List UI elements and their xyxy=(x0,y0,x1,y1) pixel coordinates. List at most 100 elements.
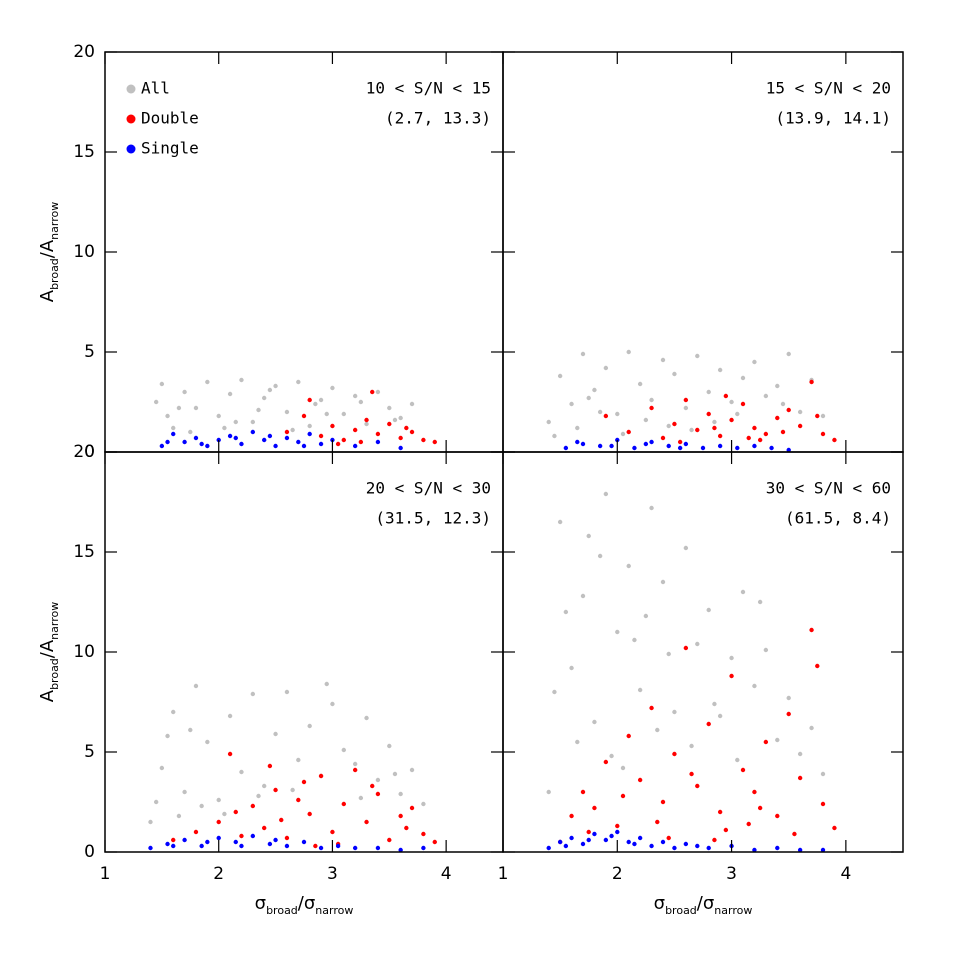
point xyxy=(262,437,267,443)
point xyxy=(307,423,312,429)
axis-label-part: σ xyxy=(654,893,665,914)
point xyxy=(563,445,569,451)
point xyxy=(279,817,284,823)
point xyxy=(672,371,677,377)
point xyxy=(421,437,426,443)
point xyxy=(689,743,694,749)
point xyxy=(193,683,199,689)
point xyxy=(301,839,307,845)
axis-label: Abroad/Anarrow xyxy=(37,202,61,303)
point xyxy=(364,819,369,825)
point xyxy=(233,809,238,815)
point xyxy=(592,805,597,811)
point xyxy=(404,825,409,831)
point xyxy=(273,837,278,843)
point xyxy=(284,843,290,849)
point xyxy=(222,811,227,817)
x-tick-label: 3 xyxy=(327,864,338,884)
x-tick-label: 1 xyxy=(100,864,111,884)
point xyxy=(695,427,700,433)
annotation: (31.5, 12.3) xyxy=(375,509,491,528)
point xyxy=(199,843,204,849)
point xyxy=(763,431,769,437)
axis-label-part: narrow xyxy=(48,202,61,240)
x-tick-label: 4 xyxy=(840,864,851,884)
point xyxy=(632,445,637,451)
point xyxy=(193,829,199,835)
point xyxy=(318,441,324,447)
point xyxy=(273,787,278,793)
point xyxy=(193,405,199,411)
point xyxy=(227,713,233,719)
point xyxy=(284,409,290,415)
point xyxy=(740,767,746,773)
point xyxy=(735,757,740,763)
point xyxy=(421,845,426,851)
y-tick-label: 5 xyxy=(84,742,95,762)
point xyxy=(615,411,620,417)
point xyxy=(318,397,324,403)
point xyxy=(284,435,290,441)
point xyxy=(432,439,437,445)
point xyxy=(586,395,591,401)
point xyxy=(729,399,734,405)
y-tick-label: 5 xyxy=(84,342,95,362)
point xyxy=(296,757,301,763)
point xyxy=(267,387,273,393)
point xyxy=(216,413,221,419)
point xyxy=(352,393,358,399)
point xyxy=(809,379,814,385)
point xyxy=(752,443,757,449)
point xyxy=(205,839,210,845)
y-tick-label: 10 xyxy=(73,642,95,662)
point xyxy=(700,445,706,451)
legend-label: Single xyxy=(141,139,199,158)
point xyxy=(735,445,740,451)
point xyxy=(620,765,626,771)
point xyxy=(677,439,683,445)
point xyxy=(643,417,649,423)
point xyxy=(660,839,666,845)
point xyxy=(392,771,398,777)
point xyxy=(637,687,643,693)
x-tick-label: 2 xyxy=(612,864,623,884)
point xyxy=(786,407,791,413)
point xyxy=(404,425,409,431)
point xyxy=(666,651,671,657)
point xyxy=(580,351,586,357)
point xyxy=(267,763,273,769)
point xyxy=(786,711,791,717)
point xyxy=(609,833,614,839)
point xyxy=(626,839,631,845)
point xyxy=(592,387,597,393)
point xyxy=(683,397,689,403)
point xyxy=(335,843,341,849)
point xyxy=(239,843,244,849)
point xyxy=(227,751,233,757)
point xyxy=(307,431,312,437)
point xyxy=(557,519,563,525)
point xyxy=(352,761,358,767)
point xyxy=(267,433,273,439)
point xyxy=(786,351,791,357)
point xyxy=(775,383,780,389)
point xyxy=(273,443,278,449)
point xyxy=(330,701,335,707)
point xyxy=(563,609,569,615)
legend-label: All xyxy=(141,79,170,98)
point xyxy=(569,813,574,819)
point xyxy=(256,407,261,413)
point xyxy=(832,437,837,443)
point xyxy=(233,435,238,441)
point xyxy=(569,401,574,407)
point xyxy=(660,357,666,363)
point xyxy=(199,803,204,809)
point xyxy=(580,593,586,599)
point xyxy=(683,405,689,411)
point xyxy=(580,789,586,795)
point xyxy=(546,845,551,851)
point xyxy=(575,439,580,445)
y-tick-label: 15 xyxy=(73,142,95,162)
point xyxy=(586,533,591,539)
point xyxy=(786,695,791,701)
